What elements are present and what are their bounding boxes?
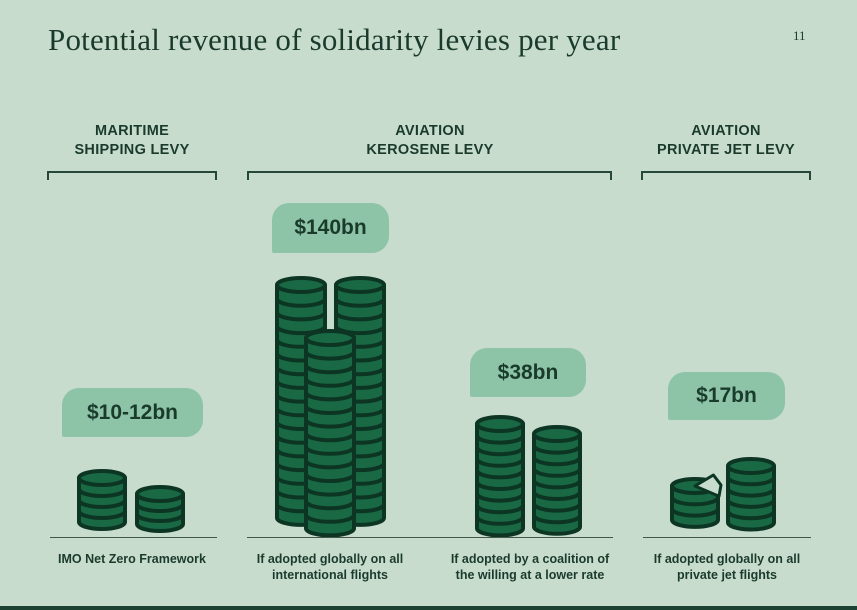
group-bracket-kerosene [247, 171, 612, 180]
coin-stack [670, 473, 723, 529]
coin-stack [135, 485, 185, 533]
group-baseline-maritime [50, 537, 217, 538]
group-bracket-private-jet [641, 171, 811, 180]
group-header-aviation-private-jet-levy: AVIATION PRIVATE JET LEVY [656, 123, 795, 158]
item-caption-kerosene-coalition: If adopted by a coalition of the willing… [450, 552, 610, 582]
page-title: Potential revenue of solidarity levies p… [48, 22, 621, 57]
footer-bar [0, 606, 857, 610]
item-caption-kerosene-global: If adopted globally on all international… [256, 552, 404, 582]
group-header-aviation-kerosene-levy: AVIATION KEROSENE LEVY [366, 123, 494, 158]
value-badge-kerosene-coalition: $38bn [470, 348, 586, 397]
value-badge-maritime: $10-12bn [62, 388, 203, 437]
coin-stack [726, 457, 776, 532]
value-badge-private-jet: $17bn [668, 372, 785, 420]
partial-coin-notch [693, 473, 723, 498]
value-badge-kerosene-global: $140bn [272, 203, 389, 253]
group-bracket-maritime [47, 171, 217, 180]
page-number: 11 [793, 28, 806, 43]
group-baseline-private-jet [643, 537, 811, 538]
coin-stack [304, 329, 356, 538]
coin-stack [532, 425, 582, 536]
item-caption-maritime: IMO Net Zero Framework [58, 552, 206, 566]
coin-stack [77, 469, 127, 531]
item-caption-private-jet: If adopted globally on all private jet f… [653, 552, 801, 582]
group-baseline-kerosene [247, 537, 613, 538]
group-header-maritime-shipping-levy: MARITIME SHIPPING LEVY [74, 123, 190, 158]
coin-stack [475, 415, 525, 538]
